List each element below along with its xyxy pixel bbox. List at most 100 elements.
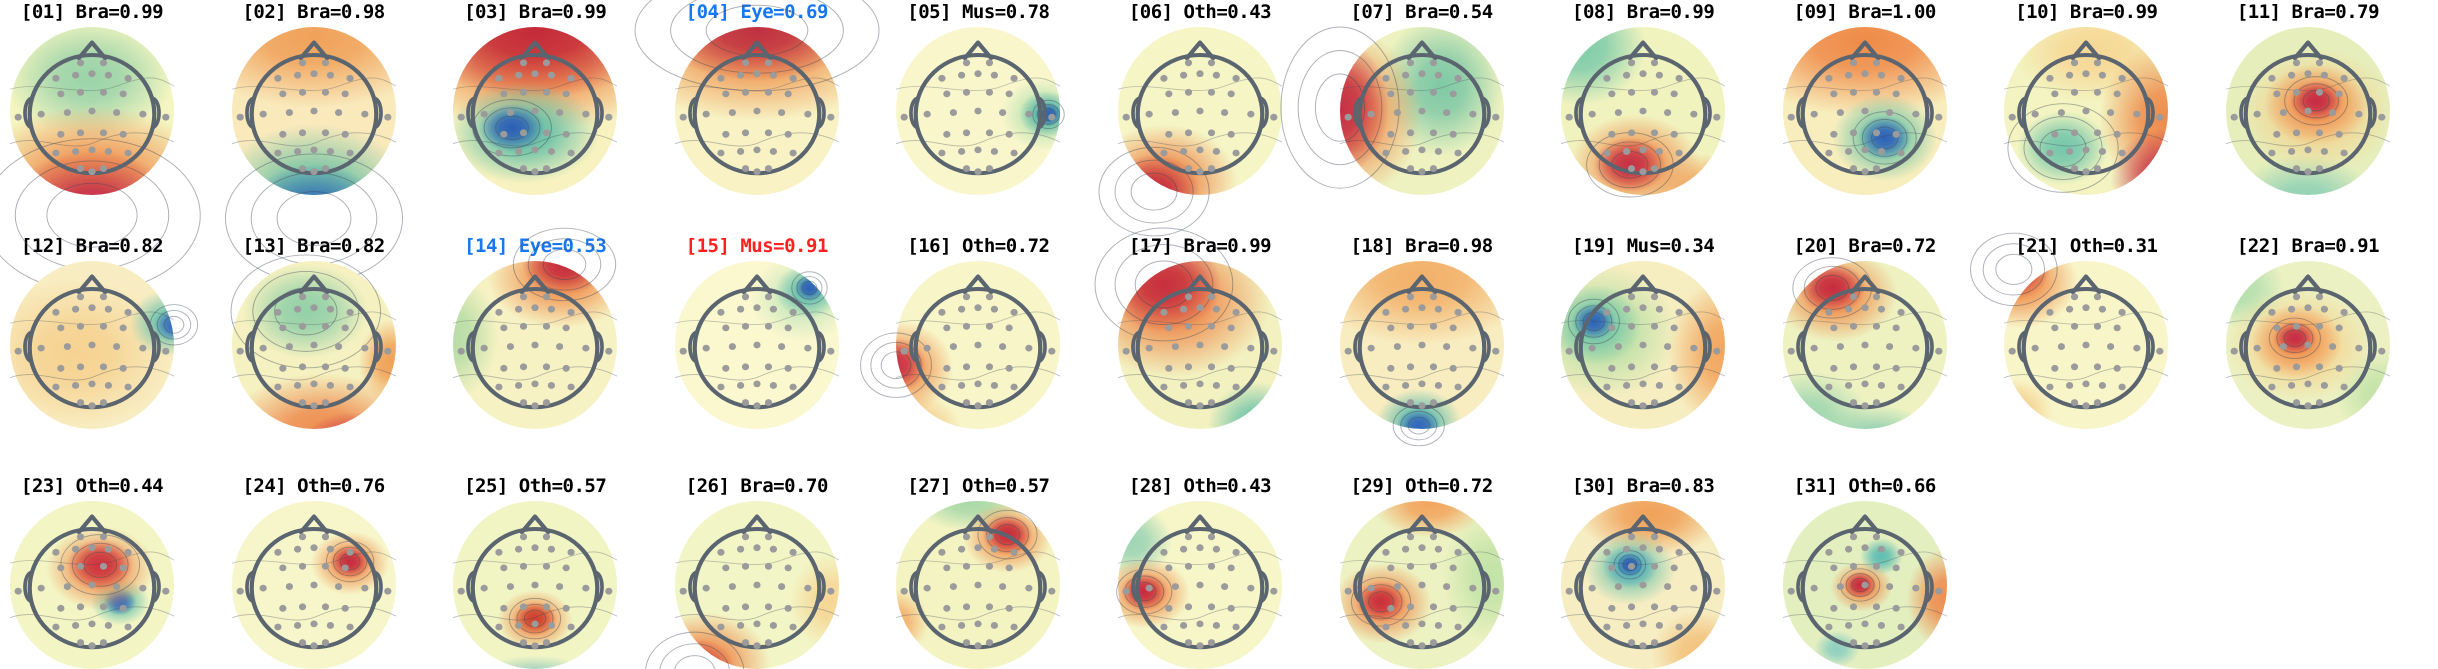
electrode-dot <box>2118 383 2127 391</box>
electrode-dot <box>1207 293 1216 301</box>
electrode-dot <box>2133 110 2141 118</box>
electrode-dot <box>99 88 108 96</box>
component-cell: [01] Bra=0.99 <box>0 1 224 293</box>
electrode-dot <box>52 623 60 631</box>
electrode-dot <box>1608 564 1616 572</box>
electrode-dot <box>986 129 994 137</box>
electrode-dot <box>736 545 744 553</box>
component-cell: [29] Oth=0.72 <box>1332 475 1554 669</box>
head-outline <box>674 271 840 410</box>
electrode-dot <box>71 622 80 629</box>
electrode-dot <box>1429 363 1437 371</box>
electrode-dot <box>1184 129 1193 137</box>
component-cell: [31] Oth=0.66 <box>1775 475 1997 669</box>
electrode-dot <box>1381 548 1390 556</box>
electrode-dot <box>777 109 785 116</box>
electrode-dot <box>1232 74 1240 82</box>
electrode-dot <box>346 74 354 82</box>
electrode-dot <box>341 324 349 332</box>
electrode-dot <box>76 59 85 67</box>
electrode-dot <box>88 642 96 650</box>
electrode-dot <box>1897 308 1905 316</box>
contour-ring <box>46 182 138 248</box>
contour-ring <box>1407 416 1430 435</box>
electrode-dot <box>273 308 282 316</box>
electrode-dot <box>1160 548 1168 556</box>
electrode-dot <box>1844 622 1852 629</box>
electrode-dot <box>582 344 590 352</box>
electrode-dot <box>1491 587 1499 595</box>
contour-ring <box>1297 50 1382 166</box>
electrode-dot <box>360 344 369 352</box>
component-title: [24] Oth=0.76 <box>242 475 385 497</box>
electrode-dot <box>753 620 761 628</box>
electrode-dot <box>1829 324 1838 332</box>
contour-ring <box>1114 244 1214 325</box>
electrode-dot <box>1639 620 1647 628</box>
electrode-dot <box>764 322 772 330</box>
electrode-dot <box>2292 322 2301 330</box>
electrode-dot <box>99 639 108 646</box>
electrode-dot <box>1639 380 1647 388</box>
electrode-dot <box>741 533 749 541</box>
electrode-dot <box>124 149 132 157</box>
electrode-dot <box>1005 90 1014 98</box>
electrode-dot <box>974 168 982 176</box>
electrode-dot <box>1829 130 1838 138</box>
contour-ring <box>1098 146 1210 237</box>
electrode-dot <box>1381 149 1390 157</box>
component-cell: [27] Oth=0.57 <box>888 475 1110 669</box>
electrode-dot <box>346 308 354 316</box>
electrode-dot <box>1145 584 1153 592</box>
electrode-dot <box>1651 639 1659 646</box>
electrode-dot <box>900 347 909 355</box>
electrode-dot <box>2292 363 2301 371</box>
electrode-dot <box>1608 324 1616 332</box>
electrode-dot <box>2107 343 2115 350</box>
electrode-dot <box>2156 113 2164 121</box>
electrode-dot <box>769 71 777 79</box>
electrode-dot <box>2008 113 2017 121</box>
electrode-dot <box>567 623 575 631</box>
electrode-dot <box>1429 562 1437 570</box>
electrode-dot <box>99 293 108 301</box>
electrode-dot <box>702 584 710 592</box>
component-cell: [14] Eye=0.53 <box>445 227 667 429</box>
electrode-dot <box>1639 107 1647 115</box>
electrode-dot <box>1429 639 1437 646</box>
electrode-dot <box>804 344 812 352</box>
electrode-dot <box>531 620 539 628</box>
electrode-dot <box>1406 363 1414 371</box>
component-cell: [04] Eye=0.69 <box>634 0 889 195</box>
electrode-dot <box>2082 402 2090 410</box>
electrode-dot <box>2292 59 2301 67</box>
electrode-dot <box>1588 110 1596 118</box>
electrode-dot <box>1429 165 1437 172</box>
electrode-dot <box>1010 308 1019 316</box>
electrode-dot <box>500 130 508 138</box>
contour-ring <box>542 248 587 280</box>
electrode-dot <box>326 545 334 553</box>
contour-ring <box>1803 265 1861 310</box>
electrode-dot <box>741 165 749 172</box>
electrode-dot <box>1406 59 1414 67</box>
electrode-dot <box>14 587 22 595</box>
electrode-dot <box>1025 344 1033 352</box>
electrode-dot <box>547 382 556 389</box>
electrode-dot <box>722 324 730 332</box>
electrode-dot <box>938 74 946 82</box>
electrode-dot <box>278 90 287 98</box>
head-outline <box>1339 514 1504 650</box>
electrode-dot <box>2118 308 2127 316</box>
nose-outline <box>741 514 773 535</box>
component-cell: [13] Bra=0.82 <box>224 235 446 429</box>
electrode-dot <box>974 642 982 650</box>
electrode-dot <box>2008 347 2017 355</box>
electrode-dot <box>298 399 306 406</box>
electrode-dot <box>769 148 777 155</box>
electrode-dot <box>1207 129 1216 137</box>
contour-ring <box>1970 232 2058 307</box>
electrode-dot <box>76 322 85 330</box>
electrode-dot <box>1381 383 1390 391</box>
contour-ring <box>2284 76 2349 126</box>
